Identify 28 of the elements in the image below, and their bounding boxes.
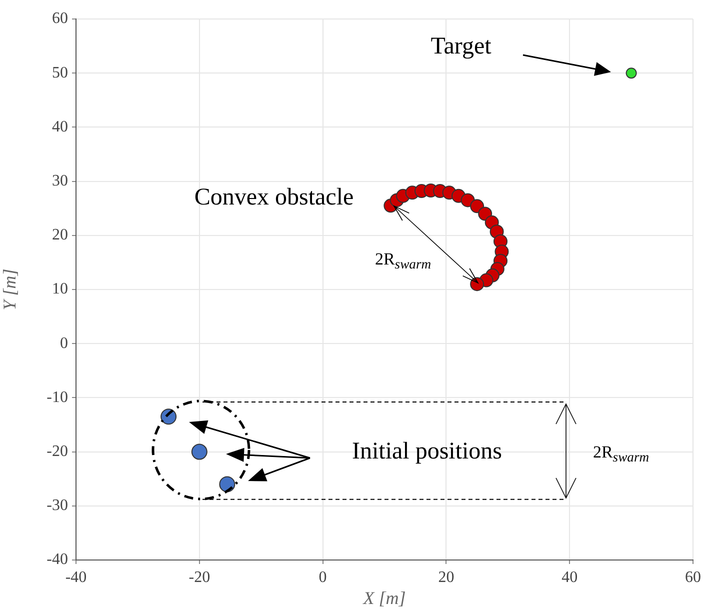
y-tick-label: 30 [52, 172, 68, 190]
y-tick-label: 20 [52, 226, 68, 244]
point [191, 444, 208, 460]
x-tick-label: 20 [438, 568, 454, 586]
y-tick-label: 10 [52, 280, 68, 298]
y-tick-label: 0 [60, 334, 68, 352]
point [470, 277, 484, 292]
x-tick-label: 0 [318, 568, 327, 586]
y-tick-label: -30 [46, 497, 68, 514]
y-tick-label: 60 [52, 10, 68, 28]
x-tick-label: 40 [562, 568, 578, 586]
y-axis-title: Y [m] [0, 268, 20, 310]
point [470, 199, 484, 214]
annotation: 2R$_{swarm}$ [592, 442, 650, 466]
x-axis-title: X [m] [362, 588, 406, 608]
annotation: 2R$_{swarm}$ [374, 249, 432, 273]
annotation: Convex obstacle [194, 184, 354, 212]
y-tick-label: -40 [46, 551, 68, 568]
y-tick-label: 50 [52, 64, 68, 82]
point [626, 68, 637, 79]
annotation: Target [430, 34, 492, 60]
x-tick-label: -20 [188, 568, 210, 586]
annotation: Initial positions [352, 438, 502, 466]
y-tick-label: 40 [52, 118, 68, 136]
x-tick-label: 60 [685, 568, 701, 586]
y-tick-label: -20 [46, 443, 68, 460]
x-tick-label: -40 [65, 568, 87, 586]
y-tick-label: -10 [46, 388, 68, 406]
